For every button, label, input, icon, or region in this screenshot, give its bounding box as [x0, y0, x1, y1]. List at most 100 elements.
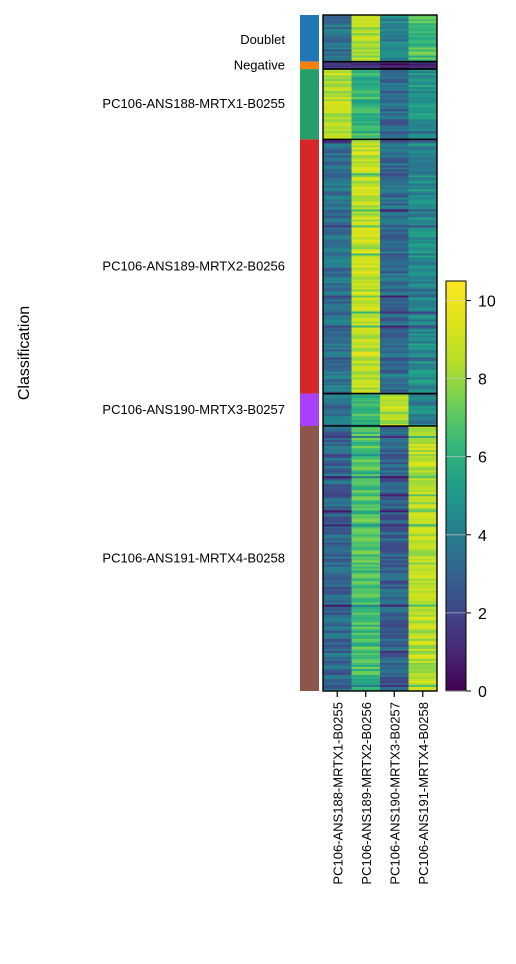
- heatmap-cell: [323, 456, 352, 459]
- heatmap-cell: [408, 438, 438, 441]
- heatmap-cell: [351, 682, 381, 686]
- heatmap-cell: [408, 179, 438, 182]
- heatmap-cell: [380, 101, 409, 104]
- heatmap-cell: [380, 446, 409, 449]
- heatmap-cell: [380, 506, 409, 509]
- heatmap-cell: [351, 179, 381, 182]
- heatmap-cell: [351, 51, 381, 54]
- heatmap-cell: [323, 171, 352, 174]
- heatmap-cell: [323, 287, 352, 290]
- heatmap-cell: [351, 103, 381, 106]
- heatmap-cell: [380, 263, 409, 266]
- heatmap-cell: [380, 219, 409, 222]
- heatmap-cell: [351, 309, 381, 312]
- heatmap-cell: [408, 558, 438, 561]
- heatmap-cell: [351, 211, 381, 214]
- heatmap-cell: [408, 27, 438, 30]
- heatmap-cell: [380, 81, 409, 84]
- heatmap-cell: [380, 129, 409, 132]
- heatmap-cell: [408, 415, 438, 419]
- heatmap-cell: [380, 596, 409, 600]
- heatmap-cell: [408, 273, 438, 276]
- heatmap-cell: [323, 15, 352, 18]
- heatmap-cell: [351, 17, 381, 20]
- heatmap-cell: [323, 359, 352, 362]
- heatmap-cell: [408, 259, 438, 262]
- heatmap-cell: [323, 27, 352, 30]
- heatmap-cell: [408, 436, 438, 439]
- heatmap-cell: [351, 121, 381, 124]
- heatmap-cell: [380, 542, 409, 545]
- heatmap-cell: [408, 251, 438, 254]
- heatmap-cell: [351, 105, 381, 108]
- heatmap-cell: [408, 417, 438, 421]
- heatmap-cell: [323, 646, 352, 650]
- heatmap-cell: [351, 608, 381, 612]
- heatmap-cell: [408, 598, 438, 602]
- heatmap-cell: [408, 327, 438, 330]
- heatmap-cell: [380, 249, 409, 252]
- heatmap-cell: [351, 187, 381, 190]
- heatmap-cell: [351, 534, 381, 537]
- heatmap-cell: [380, 486, 409, 489]
- group-label: PC106-ANS191-MRTX4-B0258: [102, 551, 285, 566]
- heatmap-cell: [351, 143, 381, 146]
- heatmap-cell: [323, 291, 352, 294]
- heatmap-cell: [380, 155, 409, 158]
- heatmap-cell: [380, 526, 409, 529]
- heatmap-cell: [323, 564, 352, 567]
- heatmap-cell: [380, 303, 409, 306]
- heatmap-cell: [323, 684, 352, 688]
- heatmap-cell: [380, 113, 409, 116]
- group-label: Negative: [234, 57, 285, 72]
- heatmap-cell: [351, 646, 381, 650]
- heatmap-cell: [408, 65, 438, 68]
- heatmap-cell: [380, 17, 409, 20]
- heatmap-cell: [323, 598, 352, 602]
- heatmap-cell: [351, 289, 381, 292]
- heatmap-cell: [380, 261, 409, 264]
- heatmap-cell: [380, 271, 409, 274]
- heatmap-cell: [380, 59, 409, 62]
- heatmap-cell: [323, 55, 352, 58]
- heatmap-cell: [323, 377, 352, 380]
- heatmap-cell: [323, 25, 352, 28]
- group-separators: [323, 60, 437, 427]
- heatmap-cell: [351, 315, 381, 318]
- heatmap-cell: [323, 417, 352, 421]
- heatmap-cell: [351, 602, 381, 606]
- heatmap-cell: [380, 504, 409, 507]
- heatmap-cell: [351, 155, 381, 158]
- heatmap-cell: [323, 367, 352, 370]
- heatmap-cell: [323, 634, 352, 638]
- heatmap-cell: [351, 654, 381, 658]
- heatmap-cell: [351, 666, 381, 670]
- heatmap-cell: [380, 107, 409, 110]
- heatmap-cell: [408, 163, 438, 166]
- heatmap-cell: [323, 482, 352, 485]
- heatmap-cell: [351, 506, 381, 509]
- heatmap-cell: [408, 23, 438, 26]
- heatmap-cell: [351, 552, 381, 555]
- heatmap-cell: [408, 285, 438, 288]
- heatmap-cell: [380, 277, 409, 280]
- heatmap-cell: [408, 81, 438, 84]
- heatmap-cell: [408, 510, 438, 513]
- heatmap-cell: [351, 432, 381, 435]
- heatmap-cell: [380, 331, 409, 334]
- heatmap-cell: [408, 121, 438, 124]
- heatmap-cell: [351, 169, 381, 172]
- heatmap-cell: [351, 175, 381, 178]
- heatmap-cell: [351, 33, 381, 36]
- heatmap-cell: [323, 231, 352, 234]
- heatmap-cell: [380, 369, 409, 372]
- heatmap-cell: [408, 588, 438, 591]
- heatmap-cell: [408, 592, 438, 595]
- heatmap-cell: [351, 423, 381, 427]
- heatmap-cell: [380, 297, 409, 300]
- heatmap-cell: [380, 307, 409, 310]
- heatmap-cell: [351, 347, 381, 350]
- heatmap-cell: [408, 21, 438, 24]
- heatmap-cell: [380, 111, 409, 114]
- heatmap-cell: [323, 269, 352, 272]
